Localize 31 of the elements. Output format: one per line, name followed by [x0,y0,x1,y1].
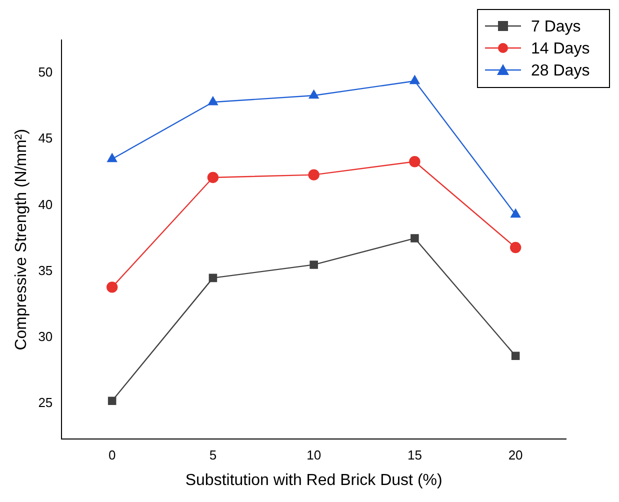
point [510,242,522,254]
y-tick-label: 25 [38,395,53,410]
legend-label: 14 Days [531,40,590,58]
point [308,90,319,99]
point [510,208,520,218]
y-tick-label: 50 [38,64,53,80]
x-tick-label: 15 [407,448,422,463]
y-tick-label: 45 [38,130,53,146]
point [106,282,118,293]
x-tick-label: 5 [209,448,217,463]
legend-label: 28 Days [531,62,590,80]
x-axis-title: Substitution with Red Brick Dust (%) [185,472,442,489]
point [207,172,219,184]
point [208,274,218,282]
y-tick-label: 30 [38,328,53,344]
point [410,75,420,84]
x-tick-label: 10 [306,448,322,463]
point [410,234,419,242]
point [310,260,318,269]
legend-label: 7 Days [531,18,581,36]
point [308,169,320,180]
point [409,156,420,168]
y-tick-label: 40 [38,196,53,212]
x-tick-label: 0 [108,448,116,463]
point [107,153,118,162]
point [108,396,116,405]
y-tick-label: 35 [38,262,53,278]
point [511,352,520,360]
x-tick-label: 20 [508,448,523,463]
point [208,96,218,106]
y-axis-title: Compressive Strength (N/mm²) [13,128,30,350]
